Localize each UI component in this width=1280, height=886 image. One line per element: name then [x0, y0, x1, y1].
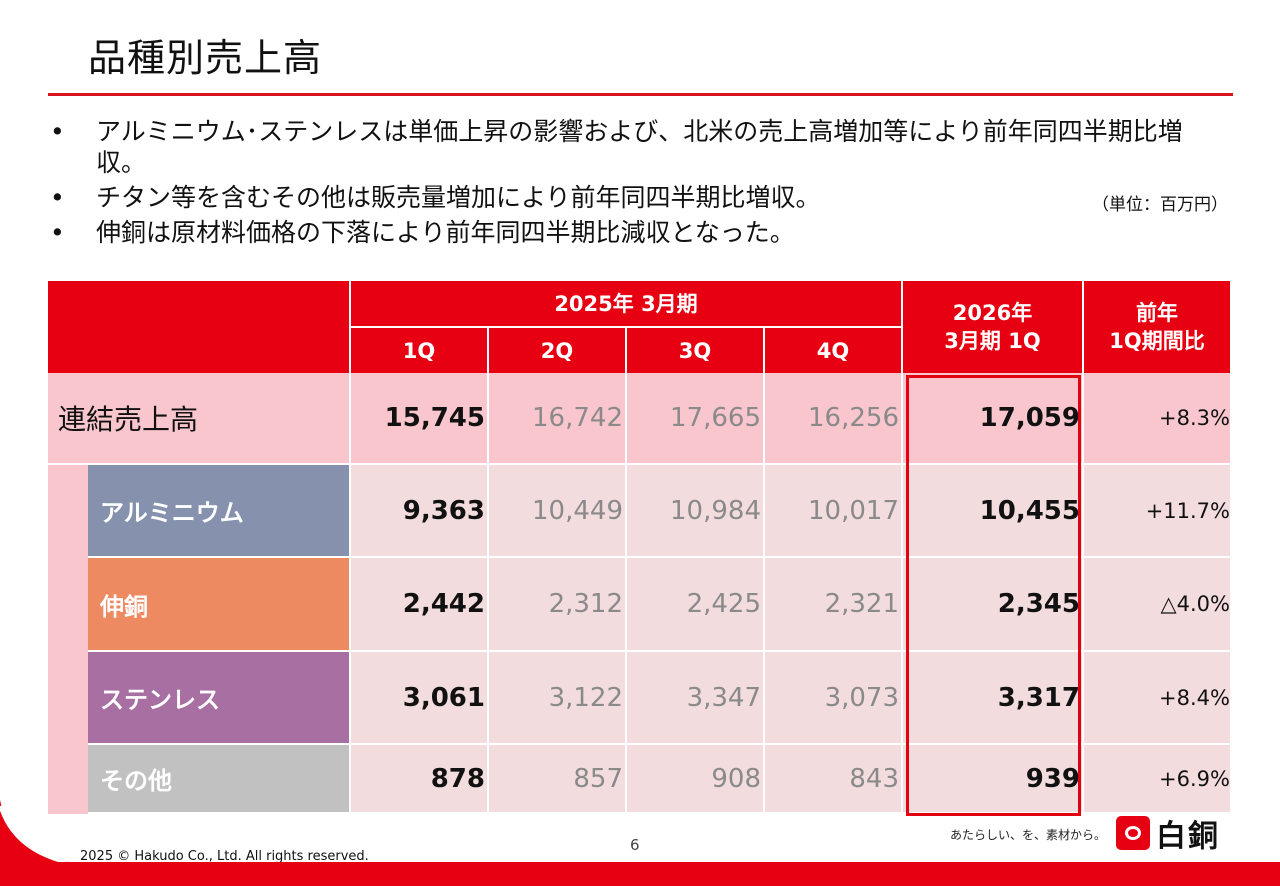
- cell-current-value: 17,059: [903, 373, 1082, 463]
- bullet-text: アルミニウム･ステンレスは単価上昇の影響および、北米の売上高増加等により前年同四…: [96, 117, 1183, 177]
- row-label-category: ステンレス: [88, 652, 349, 743]
- header-corner: [48, 281, 349, 373]
- header-quarter: 4Q: [765, 328, 901, 373]
- cell-value: 843: [765, 745, 901, 812]
- cell-value: 2,425: [627, 558, 763, 650]
- company-tagline: あたらしい、を、素材から。: [950, 828, 1107, 842]
- unit-note: （単位：百万円）: [1092, 195, 1228, 215]
- bullet-item: • チタン等を含むその他は販売量増加により前年同四半期比増収。: [50, 182, 1230, 213]
- category-indent-strip: [48, 745, 88, 814]
- cell-value: 3,061: [351, 652, 487, 743]
- cell-yoy-ratio: +6.9%: [1084, 745, 1230, 812]
- cell-value: 878: [351, 745, 487, 812]
- bullet-item: • 伸銅は原材料価格の下落により前年同四半期比減収となった。: [50, 217, 1230, 248]
- cell-value: 857: [489, 745, 625, 812]
- cell-value: 2,442: [351, 558, 487, 650]
- category-indent-strip: [48, 652, 88, 745]
- cell-value: 16,742: [489, 373, 625, 463]
- page-title: 品種別売上高: [88, 36, 323, 80]
- copyright-text: 2025 © Hakudo Co., Ltd. All rights reser…: [80, 849, 369, 864]
- cell-current-value: 3,317: [903, 652, 1082, 743]
- header-quarter: 2Q: [489, 328, 625, 373]
- cell-value: 10,017: [765, 465, 901, 556]
- bullet-text: 伸銅は原材料価格の下落により前年同四半期比減収となった。: [96, 218, 795, 247]
- row-label-category: 伸銅: [88, 558, 349, 650]
- bullet-list: • アルミニウム･ステンレスは単価上昇の影響および、北米の売上高増加等により前年…: [50, 116, 1230, 252]
- cell-current-value: 939: [903, 745, 1082, 812]
- cell-yoy-ratio: +8.4%: [1084, 652, 1230, 743]
- cell-yoy-ratio: +11.7%: [1084, 465, 1230, 556]
- row-label-consolidated: 連結売上高: [48, 373, 349, 463]
- current-period-highlight: [906, 375, 1081, 816]
- row-label-category: アルミニウム: [88, 465, 349, 556]
- cell-value: 3,347: [627, 652, 763, 743]
- cell-yoy-ratio: △4.0%: [1084, 558, 1230, 650]
- bullet-text: チタン等を含むその他は販売量増加により前年同四半期比増収。: [96, 183, 821, 212]
- category-indent-strip: [48, 558, 88, 652]
- header-quarter: 3Q: [627, 328, 763, 373]
- cell-value: 16,256: [765, 373, 901, 463]
- title-divider: [48, 93, 1233, 96]
- cell-value: 2,321: [765, 558, 901, 650]
- header-group-2025: 2025年 3月期: [351, 281, 901, 326]
- cell-value: 908: [627, 745, 763, 812]
- row-label-category: その他: [88, 745, 349, 812]
- page-number: 6: [630, 836, 640, 854]
- cell-value: 3,122: [489, 652, 625, 743]
- category-indent-strip: [48, 465, 88, 558]
- cell-value: 2,312: [489, 558, 625, 650]
- cell-value: 15,745: [351, 373, 487, 463]
- header-yoy-ratio: 前年 1Q期間比: [1084, 281, 1230, 373]
- cell-current-value: 10,455: [903, 465, 1082, 556]
- footer-band: [0, 862, 1280, 886]
- header-current-period: 2026年 3月期 1Q: [903, 281, 1082, 373]
- cell-value: 10,984: [627, 465, 763, 556]
- logo-mark-icon: [1116, 816, 1150, 850]
- header-quarter: 1Q: [351, 328, 487, 373]
- cell-value: 17,665: [627, 373, 763, 463]
- bullet-item: • アルミニウム･ステンレスは単価上昇の影響および、北米の売上高増加等により前年…: [50, 116, 1230, 178]
- bullet-mark: •: [50, 218, 65, 247]
- cell-current-value: 2,345: [903, 558, 1082, 650]
- company-logo: 白銅: [1116, 814, 1246, 854]
- cell-value: 3,073: [765, 652, 901, 743]
- logo-text: 白銅: [1156, 819, 1220, 854]
- sales-table: 2025年 3月期 1Q 2Q 3Q 4Q 2026年 3月期 1Q 前年 1Q期間比連結売…: [48, 281, 1230, 816]
- cell-value: 9,363: [351, 465, 487, 556]
- bullet-mark: •: [50, 183, 65, 212]
- bullet-mark: •: [50, 117, 65, 146]
- cell-value: 10,449: [489, 465, 625, 556]
- cell-yoy-ratio: +8.3%: [1084, 373, 1230, 463]
